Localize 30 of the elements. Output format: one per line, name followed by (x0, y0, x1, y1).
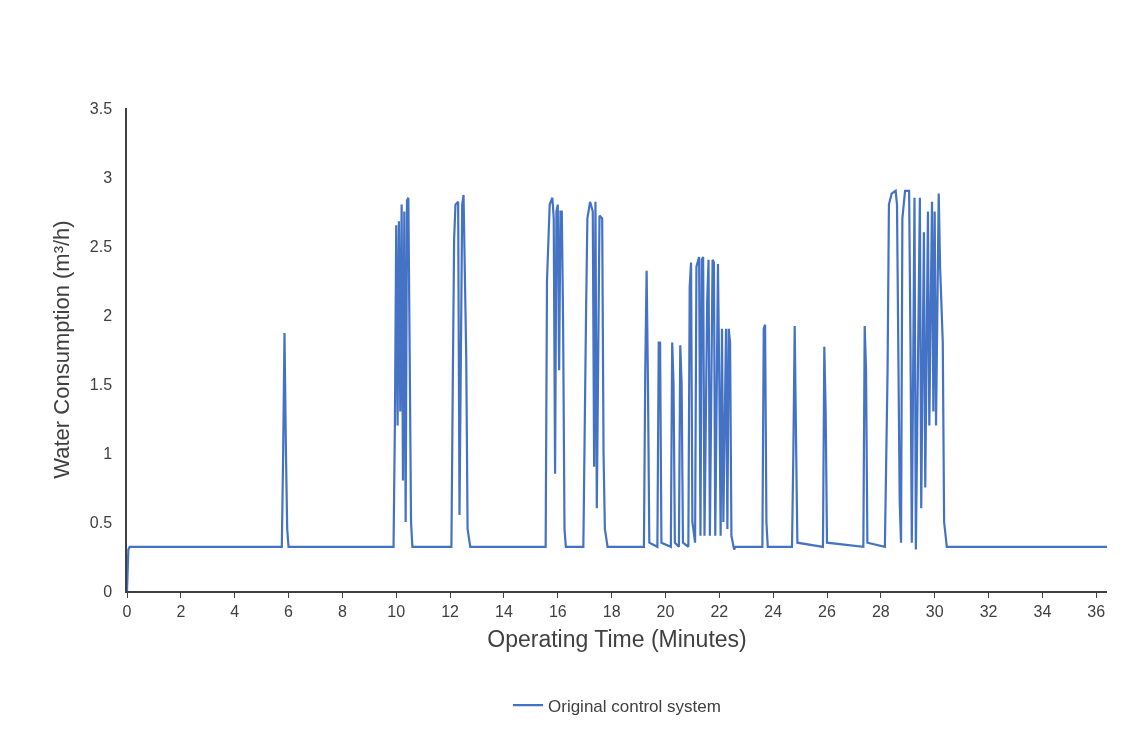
x-tick-label: 36 (1087, 602, 1106, 620)
x-tick-label: 0 (122, 602, 132, 620)
y-tick-label: 3 (103, 168, 113, 186)
y-tick-label: 2 (103, 306, 113, 324)
y-tick-label: 0 (103, 582, 113, 600)
x-tick-label: 28 (871, 602, 890, 620)
x-tick-label: 8 (337, 602, 347, 620)
x-tick-label: 12 (441, 602, 460, 620)
x-tick-label: 2 (176, 602, 186, 620)
x-tick-label: 24 (764, 602, 783, 620)
x-tick-label: 14 (495, 602, 513, 620)
y-tick-label: 0.5 (89, 513, 113, 531)
x-tick-label: 16 (548, 602, 567, 620)
x-tick-label: 34 (1033, 602, 1052, 620)
x-tick-label: 6 (284, 602, 294, 620)
y-tick-label: 2.5 (89, 237, 113, 255)
y-tick-label: 1 (103, 444, 113, 462)
x-tick-label: 10 (387, 602, 406, 620)
x-tick-label: 26 (818, 602, 836, 620)
x-tick-label: 4 (230, 602, 240, 620)
x-tick-label: 20 (656, 602, 675, 620)
y-axis-title: Water Consumption (m³/h) (49, 220, 75, 479)
x-tick-label: 32 (979, 602, 998, 620)
x-axis-title: Operating Time (Minutes) (487, 626, 747, 653)
legend-label: Original control system (548, 696, 721, 716)
x-tick-label: 22 (710, 602, 729, 620)
y-tick-label: 3.5 (89, 99, 113, 117)
x-tick-label: 30 (925, 602, 944, 620)
y-tick-label: 1.5 (89, 375, 113, 393)
x-tick-label: 18 (602, 602, 621, 620)
